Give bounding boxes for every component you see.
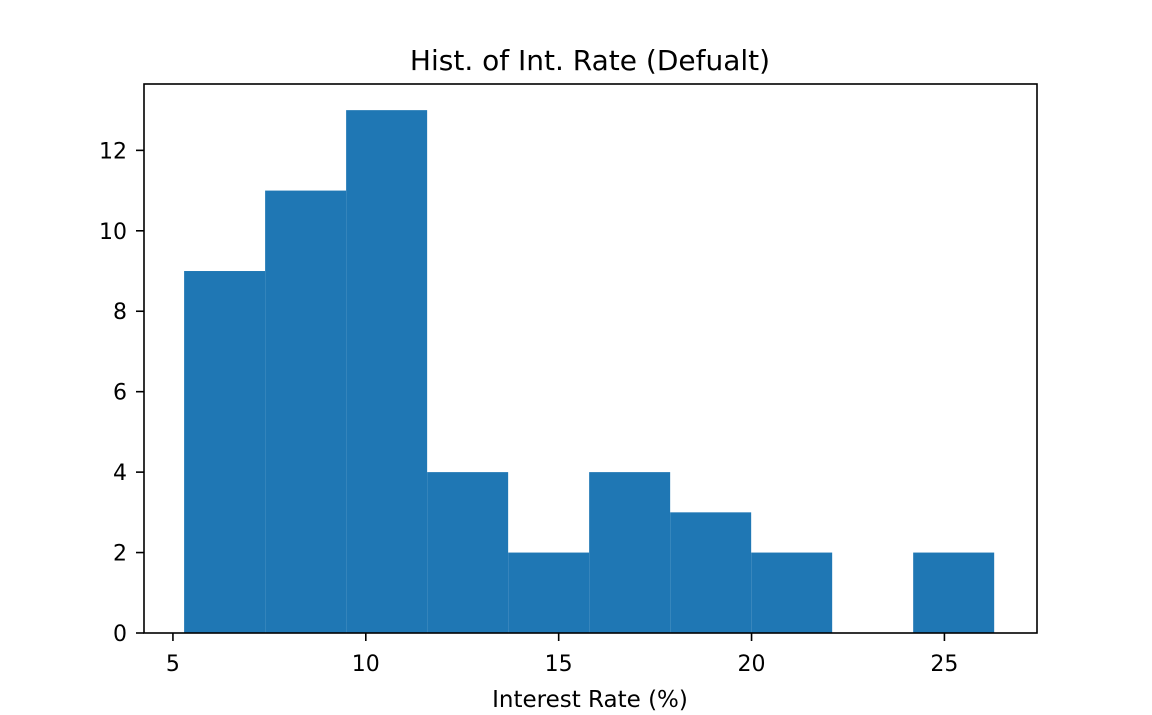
y-tick-label: 8	[113, 300, 127, 325]
y-tick-label: 4	[113, 461, 127, 486]
histogram-bar-4	[508, 552, 590, 633]
histogram-bar-0	[184, 271, 266, 633]
x-tick-label: 25	[930, 652, 958, 677]
y-tick-label: 12	[99, 139, 127, 164]
x-tick-label: 20	[738, 652, 766, 677]
chart-title: Hist. of Int. Rate (Defualt)	[410, 44, 770, 77]
histogram-bar-5	[589, 472, 671, 633]
y-axis-ticks: 0 2 4 6 8 10 12	[99, 139, 144, 647]
y-tick-label: 6	[113, 381, 127, 406]
histogram-bar-3	[427, 472, 509, 633]
histogram-bar-1	[265, 190, 347, 634]
histogram-bar-7	[751, 552, 833, 633]
y-tick-label: 0	[113, 622, 127, 647]
histogram-bar-6	[670, 512, 752, 633]
histogram-bar-9	[913, 552, 995, 633]
x-tick-label: 10	[352, 652, 380, 677]
x-tick-label: 15	[545, 652, 573, 677]
x-tick-label: 5	[166, 652, 180, 677]
histogram-bar-2	[346, 110, 428, 633]
y-tick-label: 2	[113, 542, 127, 567]
plot-frame	[143, 83, 1038, 634]
bars-layer	[184, 110, 995, 634]
y-tick-label: 10	[99, 220, 127, 245]
x-axis-ticks: 5 10 15 20 25	[166, 633, 958, 677]
x-axis-label: Interest Rate (%)	[492, 687, 688, 711]
